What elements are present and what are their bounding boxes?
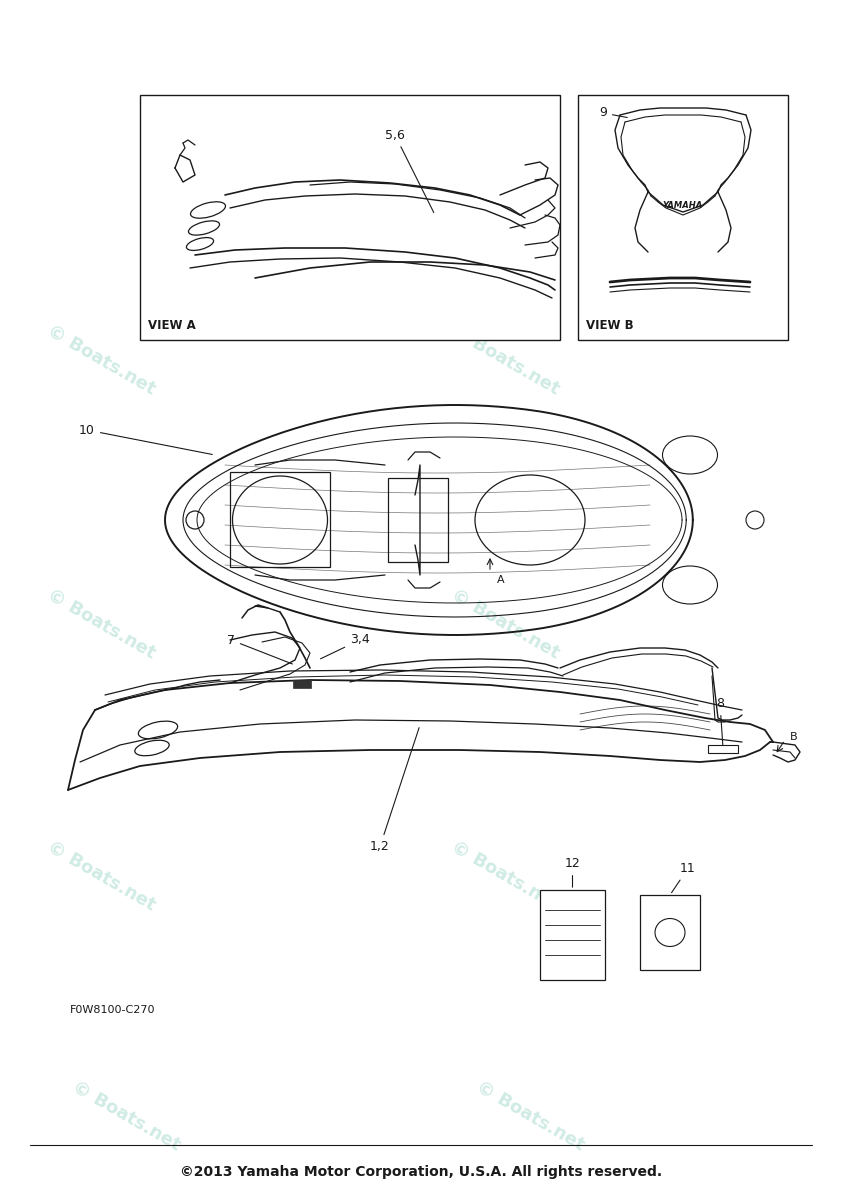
- Text: © Boats.net: © Boats.net: [44, 586, 158, 662]
- Bar: [293, 680, 311, 688]
- Text: YAMAHA: YAMAHA: [663, 200, 703, 210]
- Text: VIEW A: VIEW A: [148, 319, 195, 332]
- Text: 9: 9: [600, 107, 627, 120]
- Text: VIEW B: VIEW B: [586, 319, 634, 332]
- Bar: [388, 478, 448, 562]
- Text: 10: 10: [79, 424, 212, 455]
- Bar: [140, 95, 560, 340]
- Text: 3,4: 3,4: [321, 634, 370, 659]
- Text: 11: 11: [672, 862, 695, 893]
- Text: 1,2: 1,2: [370, 727, 419, 853]
- Text: © Boats.net: © Boats.net: [473, 1078, 588, 1154]
- Bar: [640, 895, 700, 970]
- Text: B: B: [790, 732, 797, 742]
- Text: © Boats.net: © Boats.net: [44, 838, 158, 914]
- Text: © Boats.net: © Boats.net: [69, 1078, 184, 1154]
- Bar: [708, 745, 738, 754]
- Text: 8: 8: [716, 697, 724, 745]
- Text: © Boats.net: © Boats.net: [448, 586, 562, 662]
- Text: F0W8100-C270: F0W8100-C270: [70, 1006, 156, 1015]
- Text: © Boats.net: © Boats.net: [44, 322, 158, 398]
- Bar: [540, 890, 605, 980]
- Text: © Boats.net: © Boats.net: [448, 838, 562, 914]
- Bar: [578, 95, 788, 340]
- Bar: [230, 472, 330, 566]
- Text: A: A: [497, 575, 504, 584]
- Text: 5,6: 5,6: [385, 128, 434, 212]
- Text: 12: 12: [565, 857, 580, 887]
- Text: ©2013 Yamaha Motor Corporation, U.S.A. All rights reserved.: ©2013 Yamaha Motor Corporation, U.S.A. A…: [180, 1165, 662, 1178]
- Text: © Boats.net: © Boats.net: [448, 322, 562, 398]
- Text: 7: 7: [227, 634, 292, 664]
